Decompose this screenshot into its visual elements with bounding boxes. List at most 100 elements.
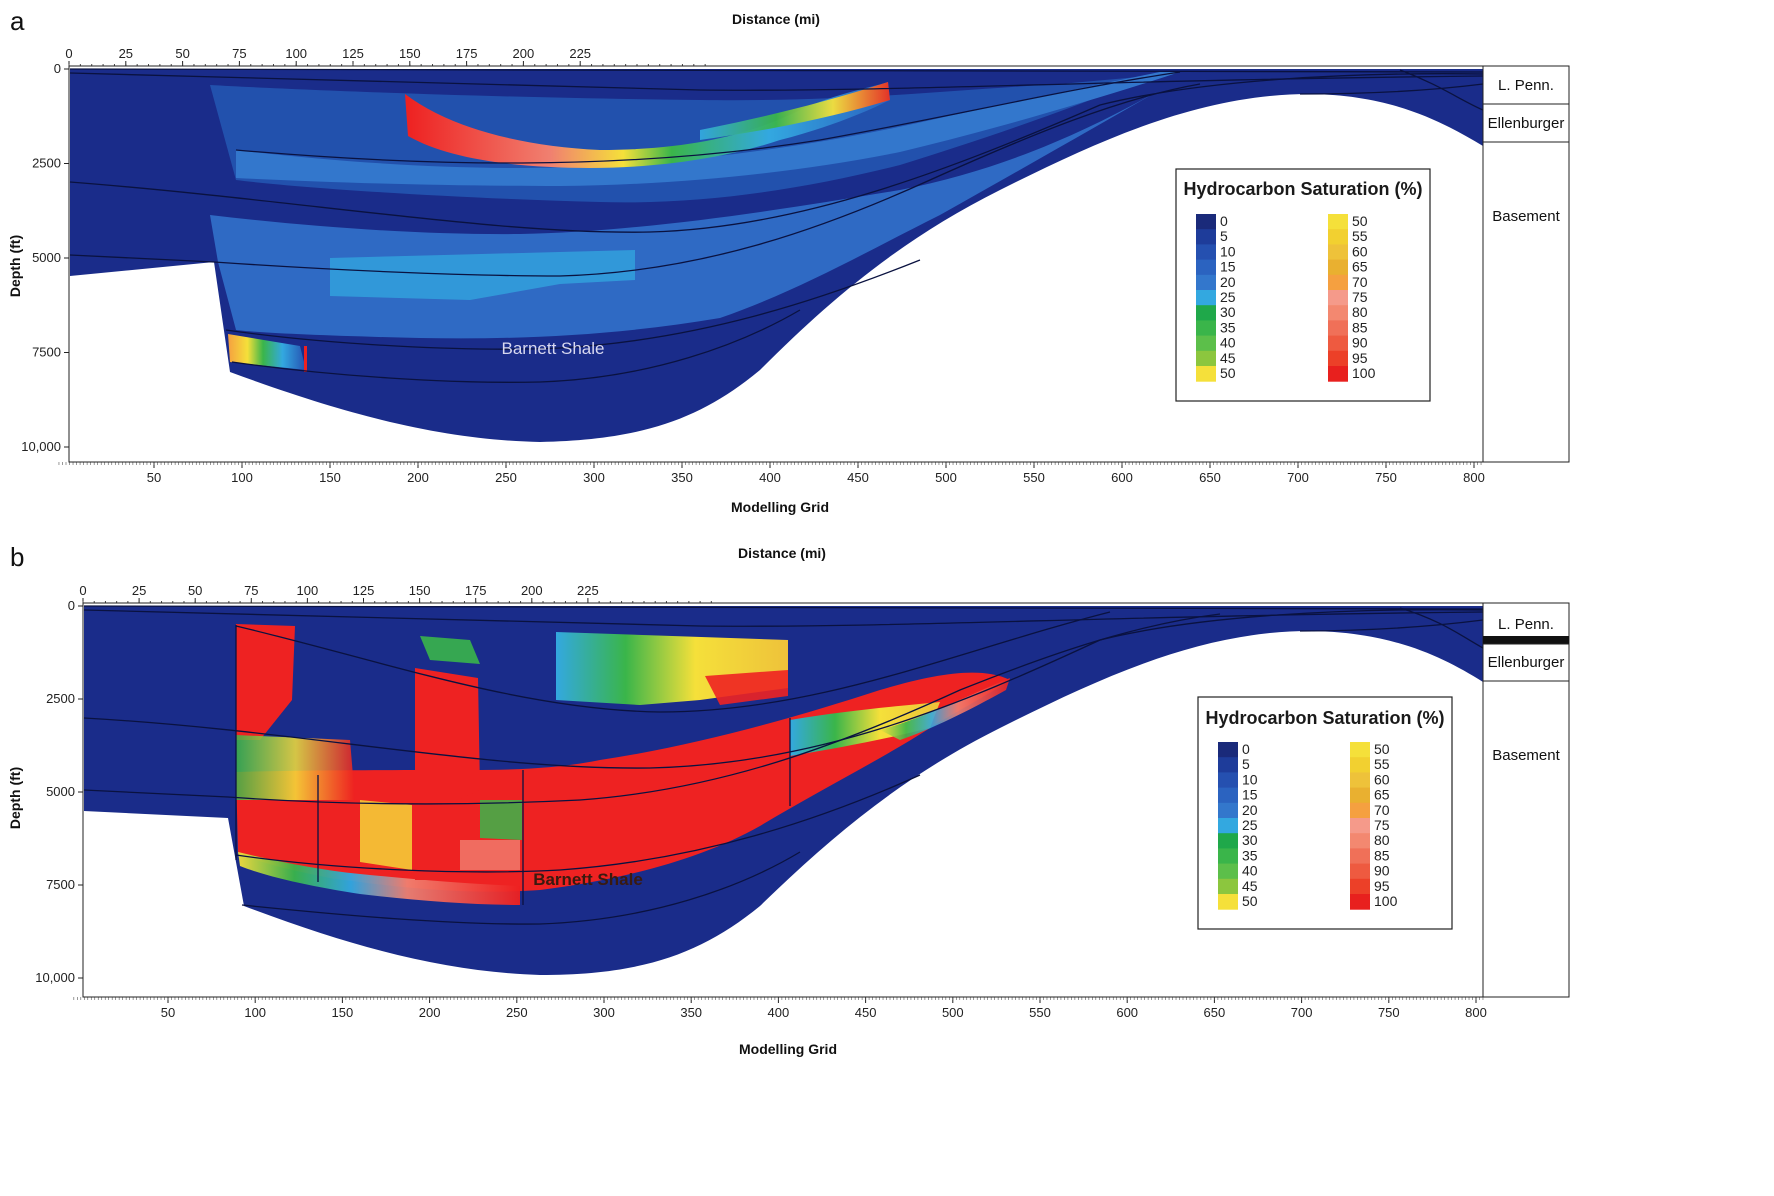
depth-tick-label: 7500 [46,877,75,892]
legend-swatch [1196,350,1216,367]
legend-value: 0 [1242,741,1250,757]
grid-tick-label: 150 [332,1005,354,1020]
grid-tick-label: 500 [935,470,957,485]
legend-value: 5 [1220,228,1228,244]
legend-swatch [1218,802,1238,819]
legend-swatch [1196,244,1216,261]
legend-title: Hydrocarbon Saturation (%) [1183,179,1422,199]
legend-swatch [1196,229,1216,245]
legend-swatch [1350,894,1370,910]
grid-tick-label: 700 [1291,1005,1313,1020]
legend-swatch [1218,742,1238,758]
legend-value: 30 [1220,304,1236,320]
top-axis-title: Distance (mi) [732,11,820,27]
legend-swatch [1350,818,1370,834]
legend-value: 90 [1352,335,1368,351]
y-axis-title: Depth (ft) [7,235,23,297]
legend-title: Hydrocarbon Saturation (%) [1205,708,1444,728]
distance-tick-label: 0 [79,583,86,598]
legend-swatch [1196,335,1216,352]
strat-label: Ellenburger [1488,654,1565,671]
grid-tick-label: 150 [319,470,341,485]
grid-tick-label: 500 [942,1005,964,1020]
legend-swatch [1328,259,1348,276]
legend-swatch [1218,833,1238,849]
grid-tick-label: 550 [1029,1005,1051,1020]
red-well-marker [304,346,307,372]
distance-tick-label: 50 [175,46,189,61]
y-axis-title: Depth (ft) [7,767,23,829]
legend-value: 50 [1242,893,1258,909]
legend-swatch [1328,320,1348,337]
legend-value: 15 [1220,259,1236,275]
depth-tick-label: 5000 [32,250,61,265]
legend-swatch [1218,863,1238,880]
distance-tick-label: 100 [297,583,319,598]
bottom-axis: 50 100 150 200 250 300 350 400 450 500 550 600 650 70… [73,997,1487,1020]
legend-value: 45 [1242,878,1258,894]
legend-swatch [1218,787,1238,804]
legend-swatch [1328,244,1348,261]
legend-swatch [1350,742,1370,758]
depth-axis: 0 2500 5000 7500 10,000 [21,61,69,454]
saturation-zone-upper [705,670,788,705]
grid-tick-label: 200 [407,470,429,485]
grid-tick-label: 800 [1465,1005,1487,1020]
legend-swatch [1218,878,1238,895]
distance-tick-label: 175 [465,583,487,598]
legend-value: 10 [1242,771,1258,787]
legend-value: 75 [1352,289,1368,305]
legend-value: 25 [1220,289,1236,305]
depth-tick-label: 0 [68,598,75,613]
legend-value: 65 [1374,787,1390,803]
distance-tick-label: 75 [244,583,258,598]
legend-value: 50 [1352,213,1368,229]
top-axis-title: Distance (mi) [738,545,826,561]
bottom-axis-title: Modelling Grid [739,1041,837,1057]
grid-tick-label: 100 [244,1005,266,1020]
distance-tick-label: 75 [232,46,246,61]
depth-tick-label: 2500 [32,156,61,171]
legend-swatch [1350,757,1370,773]
legend-swatch [1328,290,1348,306]
grid-tick-label: 350 [680,1005,702,1020]
strat-column: L. Penn. Ellenburger Basement [1482,602,1570,998]
legend-swatch [1350,863,1370,880]
legend-value: 50 [1220,365,1236,381]
grid-tick-label: 550 [1023,470,1045,485]
grid-tick-label: 750 [1378,1005,1400,1020]
saturation-zone-column [415,668,480,880]
grid-tick-label: 350 [671,470,693,485]
grid-tick-label: 750 [1375,470,1397,485]
grid-tick-label: 700 [1287,470,1309,485]
legend-value: 75 [1374,817,1390,833]
legend-value: 55 [1352,228,1368,244]
legend-swatch [1196,274,1216,291]
strat-label: L. Penn. [1498,77,1554,94]
legend-swatch [1218,848,1238,865]
distance-tick-label: 225 [569,46,591,61]
legend-value: 25 [1242,817,1258,833]
distance-tick-label: 200 [521,583,543,598]
legend-value: 60 [1352,243,1368,259]
distance-tick-label: 175 [456,46,478,61]
legend-swatch [1350,878,1370,895]
bottom-axis: 50 100 150 200 250 300 350 400 450 500 550 600 650 70… [58,462,1485,485]
grid-tick-label: 600 [1111,470,1133,485]
distance-tick-label: 150 [399,46,421,61]
legend-value: 80 [1352,304,1368,320]
distance-tick-label: 50 [188,583,202,598]
distance-tick-label: 150 [409,583,431,598]
legend-value: 45 [1220,350,1236,366]
grid-tick-label: 800 [1463,470,1485,485]
legend-swatch [1350,787,1370,804]
saturation-zone-upper [700,82,890,140]
legend-value: 30 [1242,832,1258,848]
saturation-zone-mixed [236,735,355,800]
legend-swatch [1350,833,1370,849]
grid-tick-label: 300 [583,470,605,485]
legend-swatch [1218,818,1238,834]
legend: Hydrocarbon Saturation (%) 0510152025303… [1175,168,1431,402]
legend-value: 60 [1374,771,1390,787]
legend-swatch [1350,772,1370,789]
